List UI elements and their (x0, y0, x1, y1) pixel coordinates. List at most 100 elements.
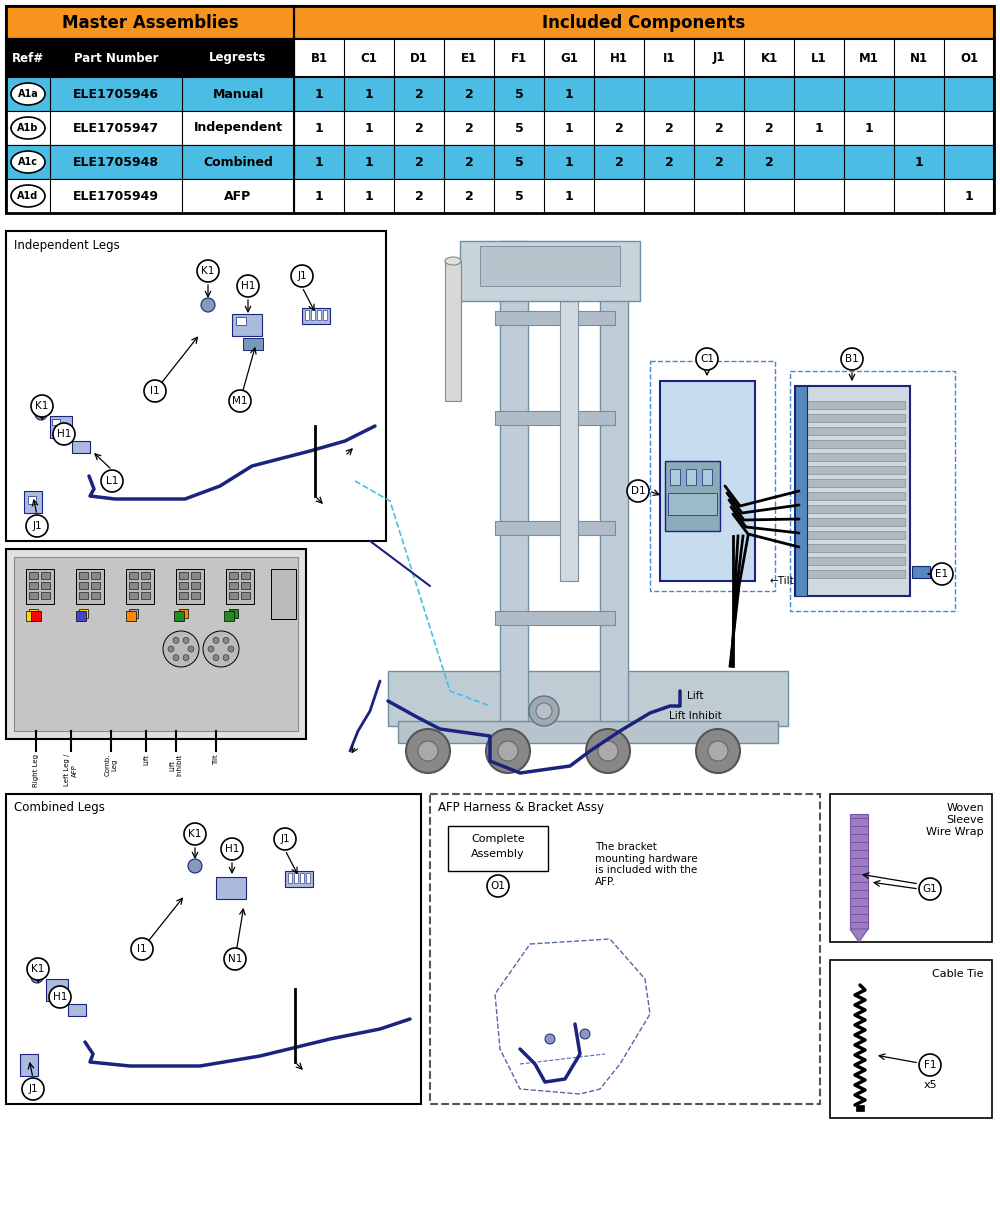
Text: Independent Legs: Independent Legs (14, 239, 120, 252)
Circle shape (841, 348, 863, 370)
Bar (800, 479, 905, 487)
Text: 1: 1 (565, 87, 573, 101)
Text: B1: B1 (845, 354, 859, 364)
Bar (800, 518, 905, 526)
Circle shape (208, 646, 214, 652)
Circle shape (919, 877, 941, 901)
Bar (460, 241, 640, 301)
Text: H1: H1 (610, 51, 628, 64)
Circle shape (53, 423, 75, 445)
Bar (41, 572, 50, 579)
Circle shape (237, 275, 259, 297)
Bar (129, 608, 138, 618)
Text: ELE1705946: ELE1705946 (73, 87, 159, 101)
Bar (800, 544, 905, 551)
Bar (668, 493, 717, 515)
Bar (174, 611, 184, 621)
Bar (141, 572, 150, 579)
Text: Assembly: Assembly (471, 848, 525, 859)
Bar (176, 568, 204, 604)
Text: E1: E1 (935, 568, 949, 579)
Text: H1: H1 (57, 429, 71, 439)
Bar (495, 521, 615, 534)
Circle shape (22, 1077, 44, 1100)
Bar (243, 338, 263, 350)
Text: N1: N1 (228, 954, 242, 964)
Bar (317, 310, 321, 320)
Text: G1: G1 (560, 51, 578, 64)
Bar (294, 39, 994, 78)
Bar (241, 572, 250, 579)
Bar (179, 582, 188, 589)
Text: AFP Harness & Bracket Assy: AFP Harness & Bracket Assy (438, 801, 604, 814)
Circle shape (228, 646, 234, 652)
Bar (6, 794, 421, 1104)
Bar (76, 568, 104, 604)
Bar (6, 231, 386, 541)
Bar (72, 441, 90, 453)
Text: ELE1705947: ELE1705947 (73, 121, 159, 135)
Circle shape (183, 638, 189, 644)
Polygon shape (850, 930, 868, 942)
Ellipse shape (11, 185, 45, 207)
Bar (79, 591, 88, 599)
Bar (191, 591, 200, 599)
Circle shape (418, 741, 438, 761)
Text: A1c: A1c (18, 158, 38, 167)
Bar (46, 979, 68, 1001)
Text: 2: 2 (715, 155, 723, 168)
Text: O1: O1 (960, 51, 978, 64)
Bar (126, 611, 136, 621)
Text: 1: 1 (865, 121, 873, 135)
Bar (20, 1054, 38, 1076)
Bar (179, 608, 188, 618)
Text: F1: F1 (511, 51, 527, 64)
Circle shape (291, 265, 313, 287)
Bar (856, 1105, 864, 1111)
Bar (448, 827, 548, 871)
Text: I1: I1 (663, 51, 675, 64)
Bar (445, 261, 461, 401)
Text: L1: L1 (106, 476, 118, 486)
Text: Lift: Lift (143, 754, 149, 765)
Text: F1: F1 (924, 1060, 936, 1070)
Text: 2: 2 (465, 87, 473, 101)
Text: Cable Tie: Cable Tie (932, 970, 984, 979)
Bar (29, 582, 38, 589)
Bar (229, 582, 238, 589)
Text: Combined Legs: Combined Legs (14, 801, 105, 814)
Circle shape (173, 638, 179, 644)
Text: H1: H1 (53, 991, 67, 1002)
Circle shape (49, 987, 71, 1008)
Text: 1: 1 (365, 189, 373, 202)
Circle shape (545, 1034, 555, 1044)
Text: K1: K1 (201, 265, 215, 276)
Bar (129, 572, 138, 579)
Circle shape (696, 348, 718, 370)
Text: Complete: Complete (471, 834, 525, 844)
Text: 1: 1 (315, 189, 323, 202)
Circle shape (27, 957, 49, 981)
Bar (6, 39, 294, 78)
Text: I1: I1 (150, 385, 160, 396)
Bar (800, 531, 905, 539)
Circle shape (35, 408, 47, 421)
Text: J1: J1 (32, 521, 42, 531)
Text: Ref#: Ref# (12, 51, 44, 64)
Bar (14, 558, 298, 731)
Text: 1: 1 (365, 155, 373, 168)
Bar (91, 582, 100, 589)
Circle shape (696, 728, 740, 773)
Text: 5: 5 (515, 189, 523, 202)
Circle shape (213, 654, 219, 661)
Bar (91, 591, 100, 599)
Text: 1: 1 (915, 155, 923, 168)
Bar (686, 469, 696, 485)
Circle shape (529, 696, 559, 726)
Text: 2: 2 (665, 121, 673, 135)
Bar (300, 873, 304, 884)
Text: A1a: A1a (18, 88, 38, 99)
Bar (91, 572, 100, 579)
Bar (224, 611, 234, 621)
Bar (650, 361, 775, 591)
